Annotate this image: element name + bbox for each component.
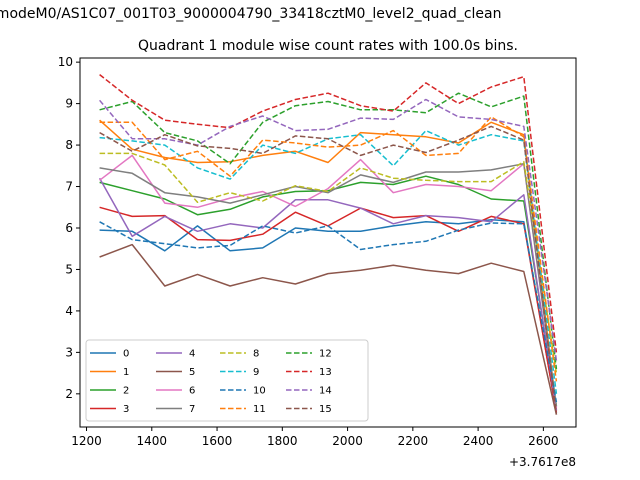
x-tick-label: 1800 (267, 434, 298, 448)
legend-frame (85, 339, 369, 422)
x-tick-label: 2600 (528, 434, 559, 448)
legend-label-3: 3 (123, 404, 129, 415)
series-line-13 (99, 74, 558, 353)
x-axis-offset-label: +3.7617e8 (509, 455, 576, 469)
legend-label-11: 11 (253, 404, 266, 415)
y-tick-label: 2 (65, 387, 73, 401)
y-tick-label: 5 (65, 262, 73, 276)
series-line-15 (99, 125, 558, 415)
series-line-10 (99, 221, 558, 403)
legend-label-10: 10 (253, 386, 266, 397)
legend-label-5: 5 (189, 367, 195, 378)
series-line-4 (98, 177, 558, 411)
axes-frame (79, 57, 577, 428)
series-line-6 (99, 154, 558, 409)
legend-label-12: 12 (319, 349, 332, 360)
y-axis: 2 3 4 5 6 7 8 9 10 (58, 55, 80, 401)
series-line-5 (99, 243, 558, 415)
y-tick-label: 3 (65, 345, 73, 359)
figure-suptitle: n file: modeM0/AS1C07_001T03_9000004790_… (0, 6, 501, 22)
series-line-8 (99, 152, 558, 374)
chart-title: Quadrant 1 module wise count rates with … (138, 38, 518, 54)
legend-label-14: 14 (319, 386, 332, 397)
series-line-14 (99, 98, 558, 361)
legend-label-13: 13 (319, 367, 332, 378)
x-tick-label: 1400 (137, 434, 168, 448)
y-tick-label: 6 (65, 221, 73, 235)
plot-lines (98, 74, 558, 415)
legend-label-2: 2 (123, 386, 129, 397)
legend-label-7: 7 (189, 404, 195, 415)
y-tick-label: 4 (65, 304, 73, 318)
legend-label-4: 4 (189, 349, 195, 360)
y-tick-label: 9 (65, 97, 73, 111)
series-line-12 (99, 92, 558, 370)
series-line-7 (99, 162, 558, 407)
y-tick-label: 7 (65, 180, 73, 194)
y-tick-label: 10 (58, 55, 73, 69)
legend-label-9: 9 (253, 367, 259, 378)
series-line-1 (99, 119, 558, 411)
x-tick-label: 1200 (71, 434, 102, 448)
x-tick-label: 1600 (202, 434, 233, 448)
y-tick-label: 8 (65, 138, 73, 152)
x-tick-label: 2400 (463, 434, 494, 448)
x-tick-label: 2200 (398, 434, 429, 448)
legend-label-0: 0 (123, 349, 129, 360)
x-tick-label: 2000 (332, 434, 363, 448)
legend-label-6: 6 (189, 386, 195, 397)
series-line-11 (99, 116, 558, 382)
legend-label-8: 8 (253, 349, 259, 360)
legend-label-15: 15 (319, 404, 332, 415)
legend-label-1: 1 (123, 367, 129, 378)
x-axis: 1200 1400 1600 1800 2000 2200 2400 2600 (71, 427, 559, 448)
